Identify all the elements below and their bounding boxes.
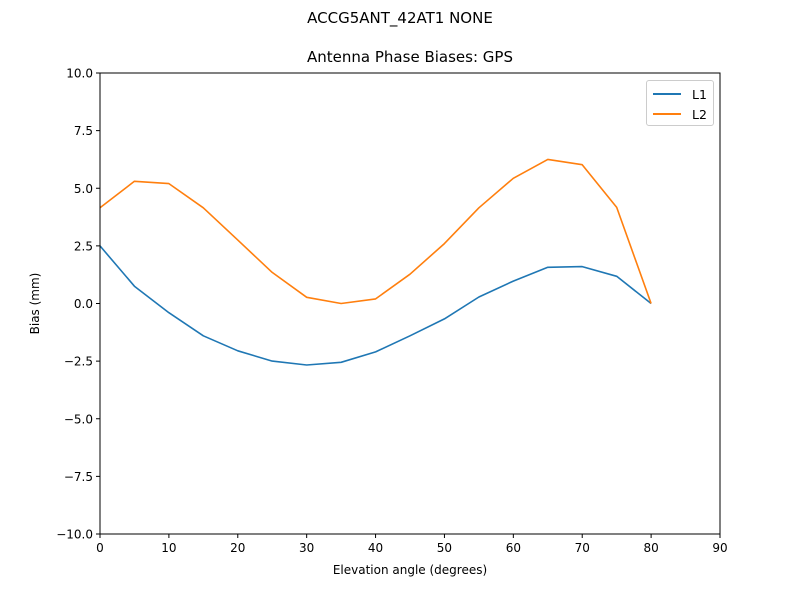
chart-title: Antenna Phase Biases: GPS [307, 48, 513, 66]
x-tick-label: 0 [96, 541, 104, 555]
x-tick-label: 80 [643, 541, 658, 555]
y-tick-label: −2.5 [64, 355, 93, 369]
x-tick-label: 20 [230, 541, 245, 555]
y-tick-label: −7.5 [64, 470, 93, 484]
y-tick-label: −5.0 [64, 412, 93, 426]
legend-item-l2: L2 [653, 106, 707, 122]
x-axis-ticks: 0 10 20 30 40 50 60 70 80 90 [96, 534, 728, 555]
legend-line-l2-icon [653, 113, 681, 115]
legend-line-l1-icon [653, 93, 681, 95]
figure-suptitle: ACCG5ANT_42AT1 NONE [307, 9, 493, 27]
y-tick-label: 2.5 [74, 239, 93, 253]
x-tick-label: 70 [575, 541, 590, 555]
y-tick-label: −10.0 [56, 528, 93, 542]
y-axis-ticks: −10.0 −7.5 −5.0 −2.5 0.0 2.5 5.0 7.5 10.0 [56, 67, 100, 542]
y-tick-label: 0.0 [74, 297, 93, 311]
x-tick-label: 60 [506, 541, 521, 555]
legend-label-l1: L1 [692, 86, 707, 102]
y-tick-label: 7.5 [74, 124, 93, 138]
x-axis-label: Elevation angle (degrees) [333, 563, 487, 577]
x-tick-label: 30 [299, 541, 314, 555]
legend-item-l1: L1 [653, 86, 707, 102]
plot-frame [99, 72, 721, 535]
y-tick-label: 5.0 [74, 182, 93, 196]
x-tick-label: 40 [368, 541, 383, 555]
legend: L1 L2 [646, 80, 714, 126]
data-lines [99, 158, 652, 366]
y-tick-label: 10.0 [66, 67, 93, 81]
series-line-l1 [99, 245, 652, 366]
series-line-l2 [99, 158, 652, 305]
x-tick-label: 50 [437, 541, 452, 555]
y-axis-label: Bias (mm) [28, 273, 42, 335]
x-tick-label: 10 [161, 541, 176, 555]
x-tick-label: 90 [712, 541, 727, 555]
legend-label-l2: L2 [692, 106, 707, 122]
